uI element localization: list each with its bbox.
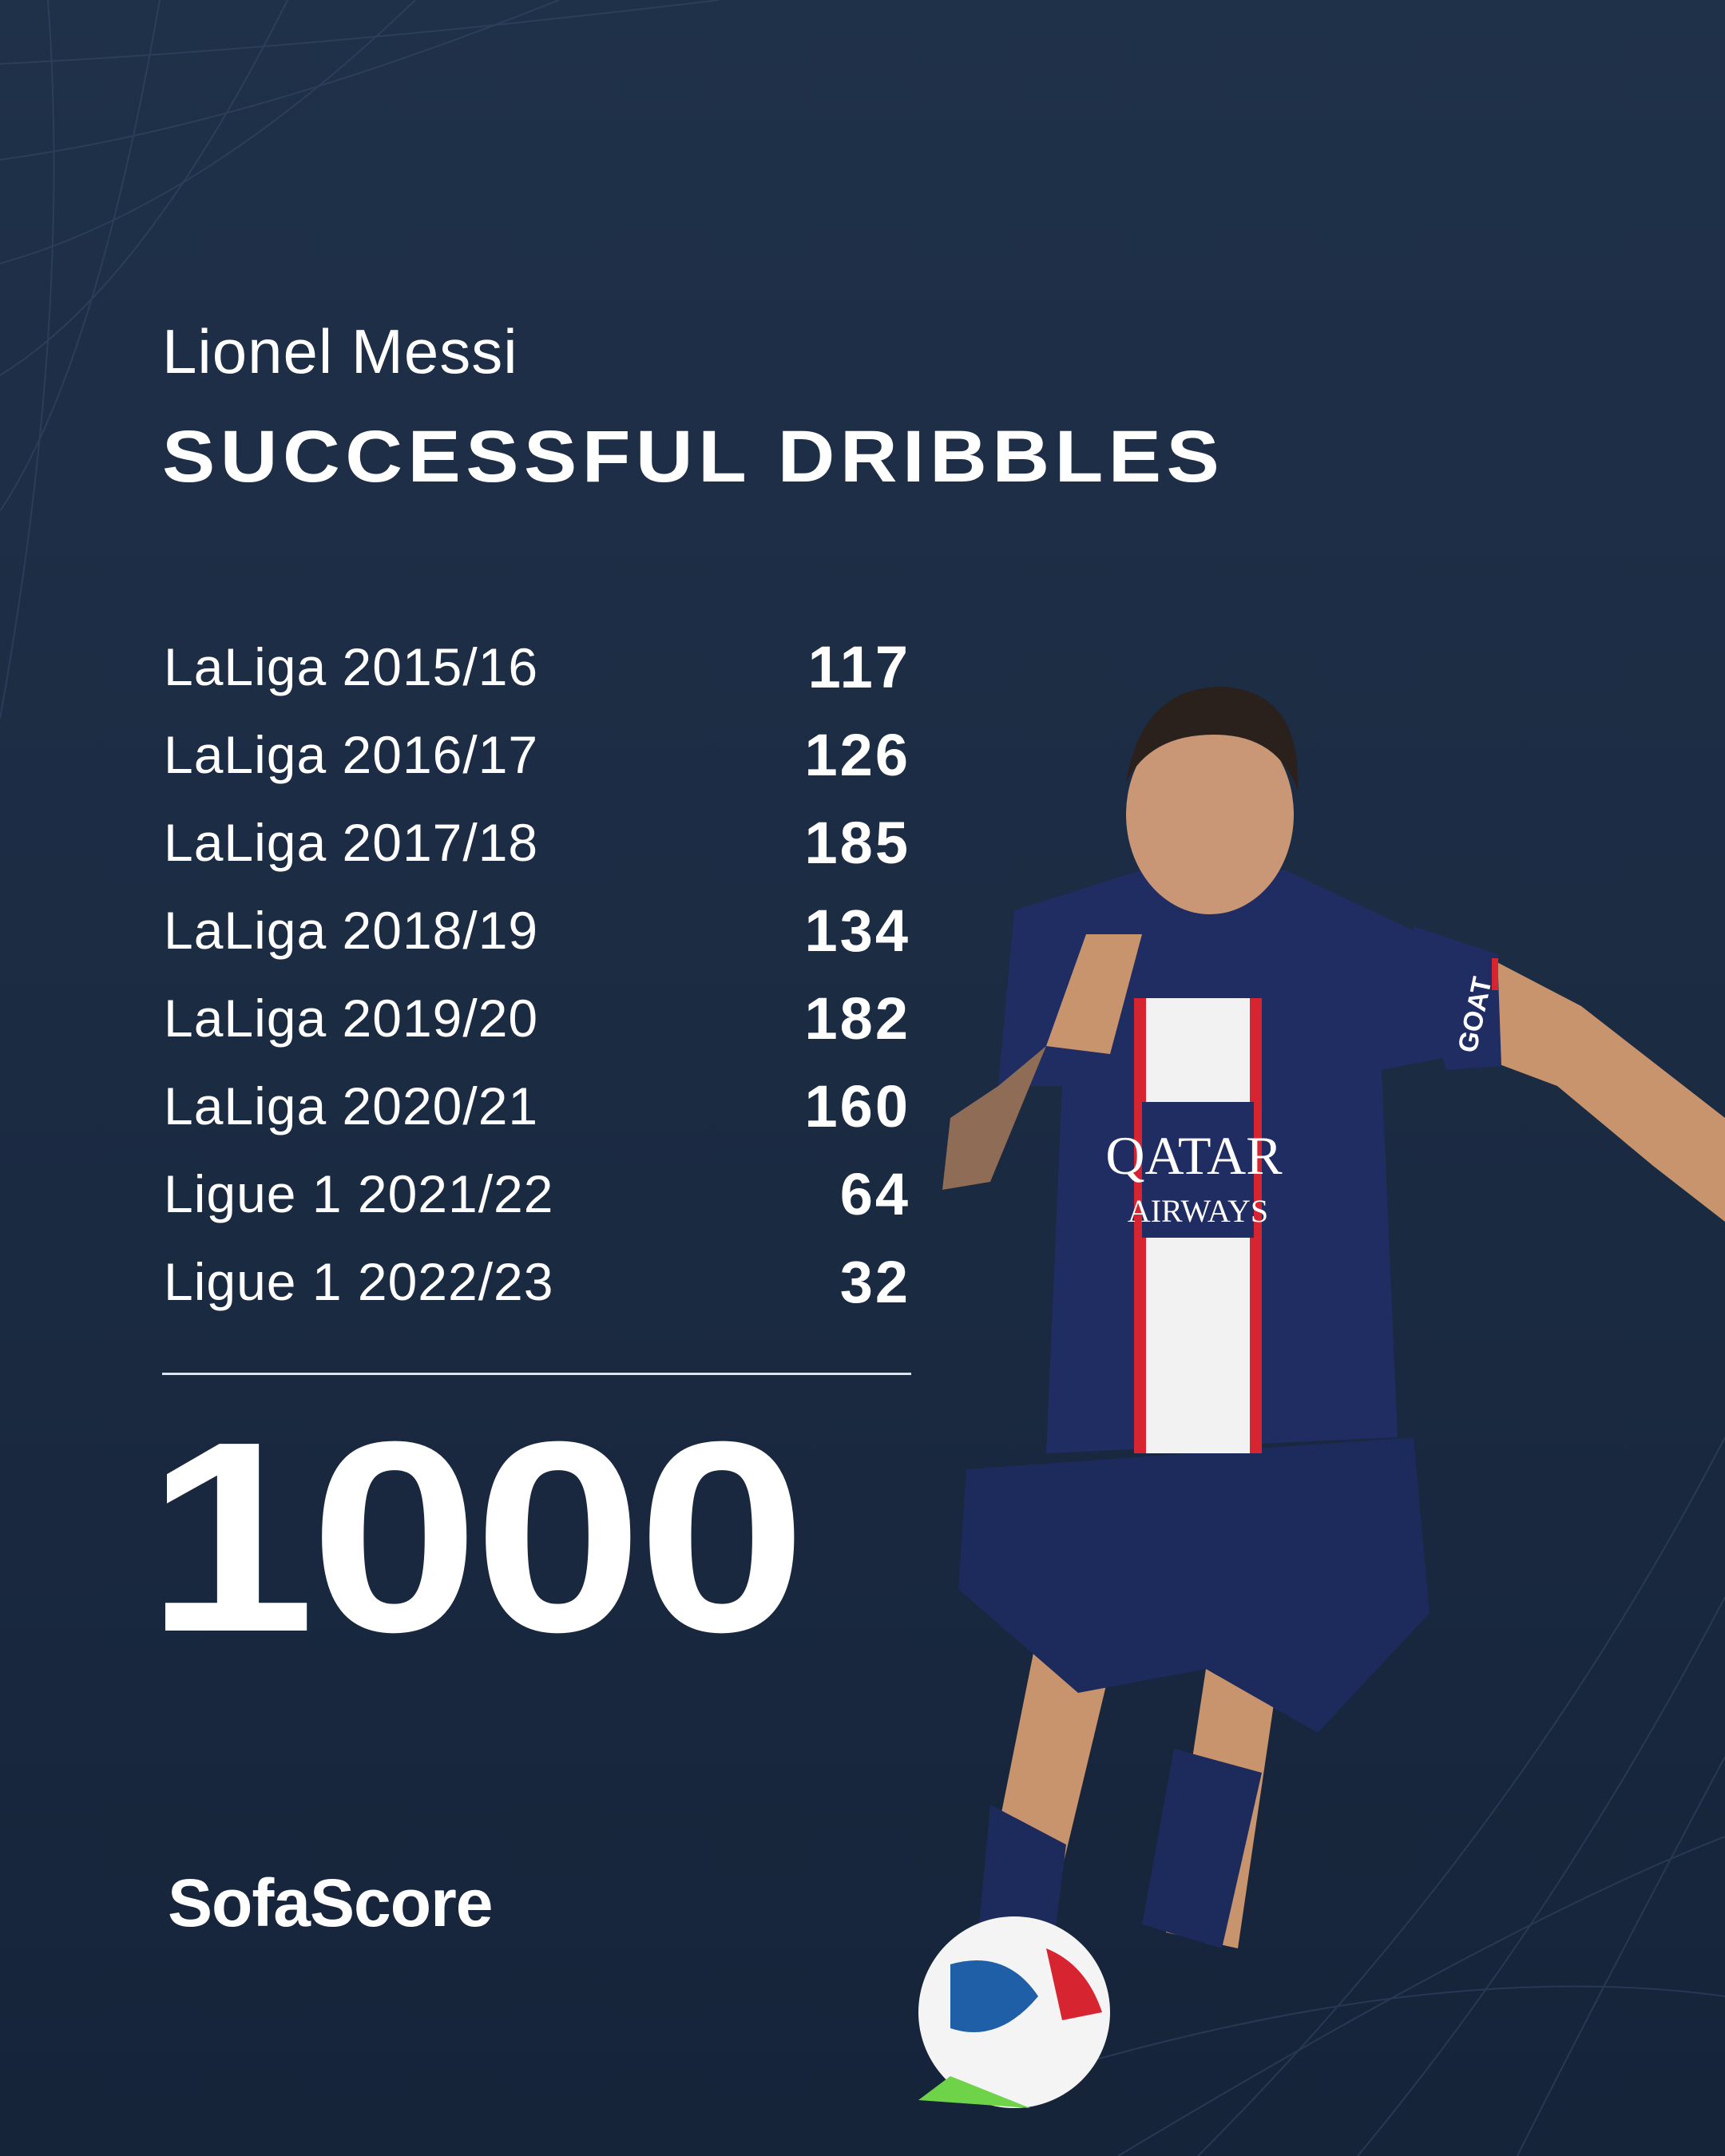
season-label: LaLiga 2019/20: [164, 989, 539, 1048]
season-row: Ligue 1 2021/22 64: [164, 1150, 910, 1238]
brand-logo: SofaScore: [168, 1865, 493, 1940]
jersey-sponsor-line2: AIRWAYS: [1128, 1193, 1268, 1229]
season-label: LaLiga 2020/21: [164, 1076, 539, 1135]
season-value: 134: [804, 897, 910, 964]
season-label: LaLiga 2018/19: [164, 901, 539, 960]
season-label: LaLiga 2016/17: [164, 725, 539, 784]
season-value: 32: [839, 1248, 910, 1315]
season-value: 117: [807, 633, 910, 700]
jersey-sponsor: QATAR: [1105, 1125, 1283, 1186]
season-value: 182: [804, 985, 910, 1052]
season-value: 160: [804, 1072, 910, 1139]
season-label: LaLiga 2015/16: [164, 637, 539, 696]
season-value: 185: [804, 809, 910, 876]
total-value: 1000: [146, 1385, 807, 1689]
season-value: 126: [804, 721, 910, 788]
season-row: Ligue 1 2022/23 32: [164, 1238, 910, 1326]
season-list: LaLiga 2015/16 117 LaLiga 2016/17 126 LaLi…: [164, 623, 910, 1326]
season-label: Ligue 1 2021/22: [164, 1164, 554, 1223]
season-row: LaLiga 2016/17 126: [164, 711, 910, 799]
player-name: Lionel Messi: [162, 316, 518, 386]
player-photo: QATAR AIRWAYS GOAT: [918, 687, 1725, 2108]
season-value: 64: [839, 1160, 910, 1227]
season-label: Ligue 1 2022/23: [164, 1252, 554, 1311]
season-row: LaLiga 2017/18 185: [164, 799, 910, 886]
stat-title: SUCCESSFUL DRIBBLES: [162, 416, 1225, 497]
season-label: LaLiga 2017/18: [164, 813, 539, 872]
season-row: LaLiga 2020/21 160: [164, 1062, 910, 1150]
season-row: LaLiga 2015/16 117: [164, 623, 910, 711]
season-row: LaLiga 2018/19 134: [164, 886, 910, 974]
season-row: LaLiga 2019/20 182: [164, 974, 910, 1062]
divider: [162, 1373, 911, 1375]
